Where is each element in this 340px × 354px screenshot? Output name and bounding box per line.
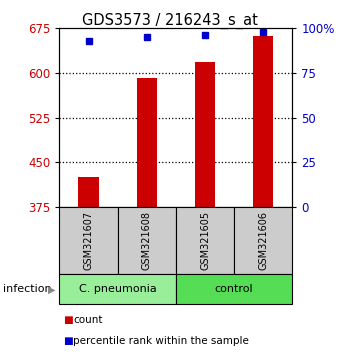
Text: infection: infection (3, 284, 52, 295)
Bar (253, 36, 273, 207)
Bar (176, 274, 292, 304)
Bar (137, 78, 157, 207)
Bar (195, 62, 215, 207)
Text: count: count (73, 315, 103, 325)
Text: C. pneumonia: C. pneumonia (79, 284, 157, 295)
Text: GSM321606: GSM321606 (258, 211, 268, 270)
Text: percentile rank within the sample: percentile rank within the sample (73, 336, 249, 346)
Bar (234, 207, 292, 274)
Bar (79, 177, 99, 207)
Text: GDS3573 / 216243_s_at: GDS3573 / 216243_s_at (82, 12, 258, 29)
Bar (59, 207, 118, 274)
Bar (118, 207, 176, 274)
Text: GSM321605: GSM321605 (200, 211, 210, 270)
Text: ▶: ▶ (48, 284, 55, 295)
Text: control: control (215, 284, 254, 295)
Bar (59, 274, 176, 304)
Bar (176, 207, 234, 274)
Text: GSM321607: GSM321607 (84, 211, 94, 270)
Text: GSM321608: GSM321608 (142, 211, 152, 270)
Text: ■: ■ (63, 336, 73, 346)
Text: ■: ■ (63, 315, 73, 325)
